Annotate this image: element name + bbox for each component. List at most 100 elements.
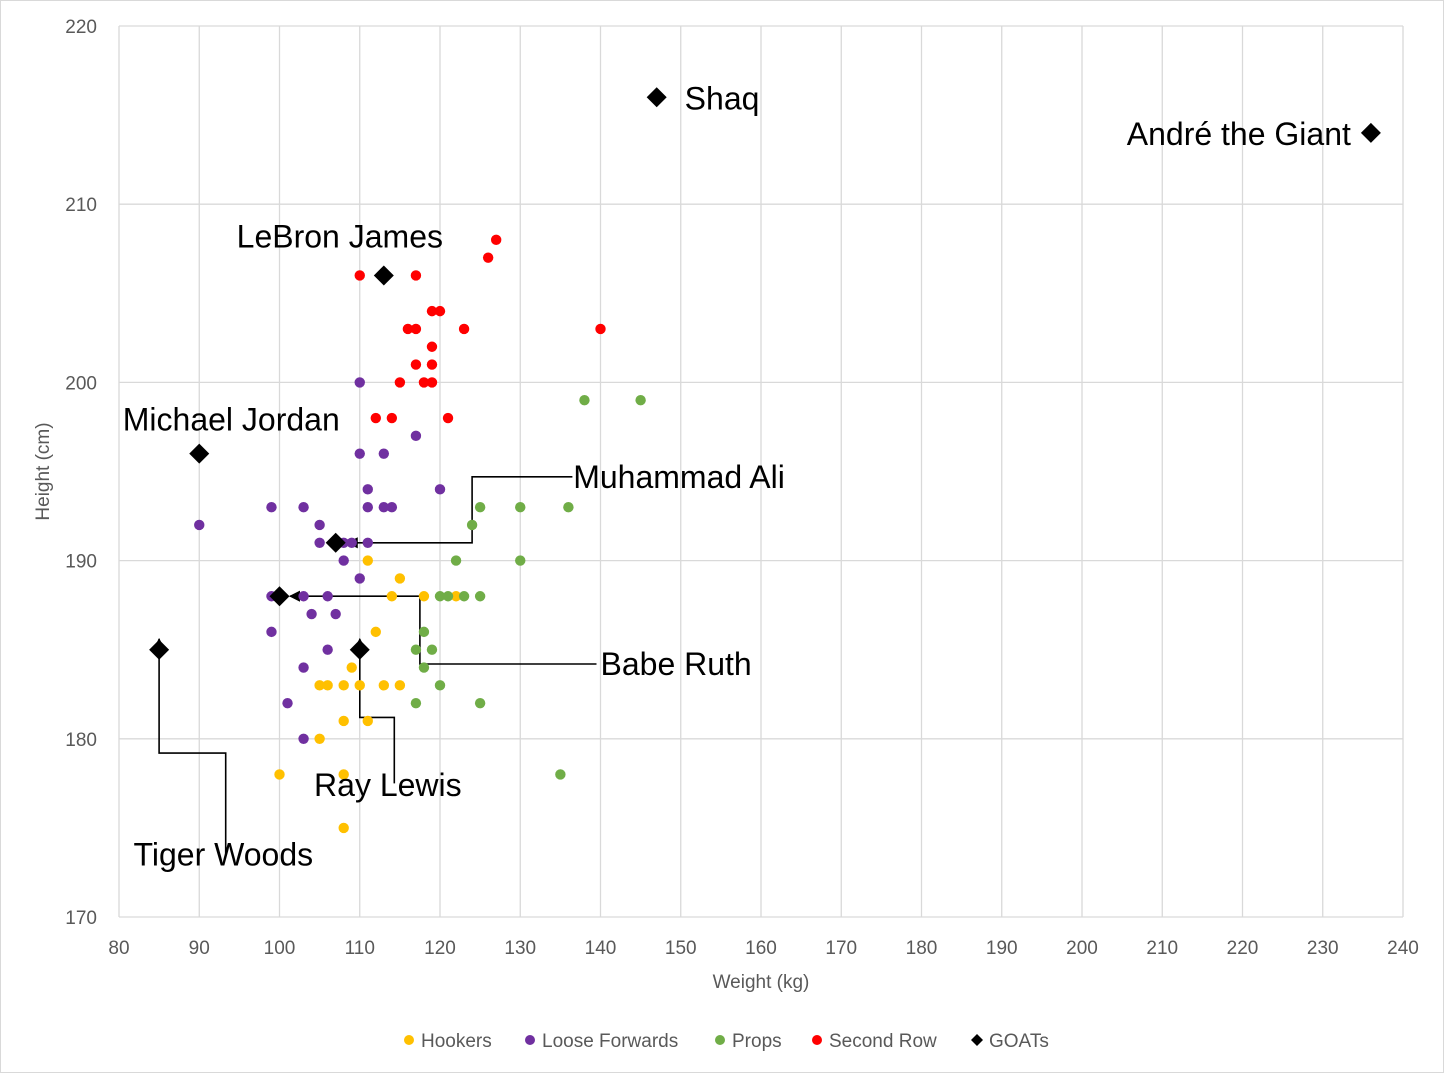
second-row-point[interactable]: [402, 323, 414, 335]
hookers-point[interactable]: [274, 769, 285, 780]
loose-forwards-point[interactable]: [410, 430, 422, 442]
loose-forwards-point[interactable]: [298, 662, 309, 673]
props-point[interactable]: [466, 519, 478, 531]
loose-forwards-point[interactable]: [362, 484, 373, 495]
legend-item-loose-forwards[interactable]: Loose Forwards: [525, 1031, 678, 1052]
loose-forwards-point[interactable]: [362, 537, 373, 548]
loose-forwards-point[interactable]: [306, 608, 317, 620]
hookers-point[interactable]: [386, 591, 398, 602]
props-point[interactable]: [410, 697, 422, 709]
hookers-point[interactable]: [418, 591, 430, 602]
second-row-point[interactable]: [386, 412, 398, 424]
goat-point[interactable]: [269, 586, 290, 607]
loose-forwards-point[interactable]: [354, 448, 365, 459]
props-point[interactable]: [426, 644, 438, 655]
second-row-point[interactable]: [410, 270, 422, 281]
props-point[interactable]: [418, 626, 430, 638]
loose-forwards-point[interactable]: [434, 484, 446, 495]
second-row-point[interactable]: [442, 412, 454, 424]
hookers-point[interactable]: [338, 715, 349, 727]
hookers-point[interactable]: [346, 662, 357, 673]
legend-item-second-row[interactable]: Second Row: [812, 1031, 937, 1052]
props-point[interactable]: [474, 697, 486, 709]
second-row-point[interactable]: [370, 412, 381, 424]
second-row-point[interactable]: [426, 341, 438, 352]
hookers-point[interactable]: [354, 680, 365, 691]
props-point[interactable]: [434, 680, 446, 691]
loose-forwards-point[interactable]: [282, 697, 293, 709]
loose-forwards-point[interactable]: [298, 591, 309, 602]
loose-forwards-point[interactable]: [354, 377, 365, 388]
second-row-point[interactable]: [595, 323, 606, 335]
hookers-point[interactable]: [362, 555, 373, 566]
loose-forwards-point[interactable]: [298, 733, 309, 744]
loose-forwards-point[interactable]: [314, 519, 325, 531]
props-point[interactable]: [635, 395, 646, 406]
loose-forwards-point[interactable]: [266, 626, 277, 638]
loose-forwards-point[interactable]: [298, 501, 309, 513]
props-point[interactable]: [515, 501, 526, 513]
hookers-point[interactable]: [370, 626, 381, 638]
goat-point[interactable]: [1360, 122, 1381, 143]
second-row-point[interactable]: [354, 270, 365, 281]
loose-forwards-point[interactable]: [346, 537, 357, 548]
loose-forwards-point[interactable]: [338, 555, 349, 566]
loose-forwards-point[interactable]: [194, 519, 205, 531]
hookers-point[interactable]: [322, 680, 333, 691]
props-point[interactable]: [474, 501, 486, 513]
props-point[interactable]: [450, 555, 462, 566]
second-row-point[interactable]: [426, 305, 438, 317]
second-row-point[interactable]: [482, 252, 494, 263]
loose-forwards-point[interactable]: [354, 573, 365, 584]
legend-item-goats[interactable]: GOATs: [971, 1031, 1049, 1052]
second-row-point[interactable]: [426, 377, 438, 388]
second-row-point[interactable]: [434, 305, 446, 317]
loose-forwards-point[interactable]: [322, 591, 333, 602]
second-row-point[interactable]: [458, 323, 470, 335]
hookers-point[interactable]: [314, 733, 325, 744]
loose-forwards-point[interactable]: [314, 537, 325, 548]
second-row-point[interactable]: [394, 377, 406, 388]
props-point[interactable]: [442, 591, 454, 602]
x-axis-title: Weight (kg): [713, 972, 810, 993]
loose-forwards-point[interactable]: [330, 608, 341, 620]
props-point[interactable]: [434, 591, 446, 602]
second-row-point[interactable]: [426, 359, 438, 370]
goat-point[interactable]: [149, 639, 170, 660]
loose-forwards-point[interactable]: [362, 501, 373, 513]
props-point[interactable]: [458, 591, 470, 602]
props-point[interactable]: [555, 769, 566, 780]
hookers-point[interactable]: [378, 680, 390, 691]
hookers-point[interactable]: [362, 715, 373, 727]
second-row-point[interactable]: [410, 323, 422, 335]
props-point[interactable]: [418, 662, 430, 673]
loose-forwards-point[interactable]: [378, 448, 390, 459]
goat-point[interactable]: [189, 443, 210, 464]
loose-forwards-point[interactable]: [386, 501, 398, 513]
hookers-point[interactable]: [314, 680, 325, 691]
goat-point[interactable]: [373, 265, 394, 286]
legend-item-hookers[interactable]: Hookers: [404, 1031, 492, 1052]
goat-point[interactable]: [325, 532, 346, 553]
x-tick-label: 150: [665, 938, 697, 959]
props-point[interactable]: [515, 555, 526, 566]
props-point[interactable]: [563, 501, 574, 513]
props-point[interactable]: [410, 644, 422, 655]
hookers-point[interactable]: [450, 591, 462, 602]
props-point[interactable]: [474, 591, 486, 602]
second-row-point[interactable]: [490, 234, 502, 246]
hookers-point[interactable]: [338, 769, 349, 780]
loose-forwards-point[interactable]: [266, 501, 277, 513]
loose-forwards-point[interactable]: [378, 501, 390, 513]
hookers-point[interactable]: [338, 822, 349, 834]
second-row-point[interactable]: [418, 377, 430, 388]
loose-forwards-point[interactable]: [322, 644, 333, 655]
goat-point[interactable]: [646, 87, 667, 108]
hookers-point[interactable]: [394, 573, 406, 584]
hookers-point[interactable]: [338, 680, 349, 691]
props-point[interactable]: [579, 395, 590, 406]
hookers-point[interactable]: [394, 680, 406, 691]
second-row-point[interactable]: [410, 359, 422, 370]
legend-item-props[interactable]: Props: [715, 1031, 782, 1052]
goat-point[interactable]: [349, 639, 370, 660]
